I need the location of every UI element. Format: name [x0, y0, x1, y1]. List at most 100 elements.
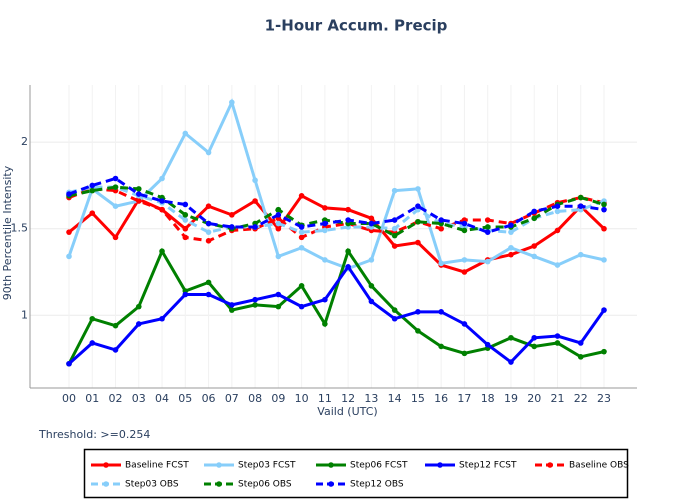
data-point	[391, 243, 398, 249]
data-point	[182, 291, 189, 298]
data-point	[275, 220, 282, 227]
data-point	[182, 234, 189, 241]
data-point	[205, 279, 212, 286]
data-point	[577, 194, 584, 201]
data-point	[135, 198, 142, 204]
x-tick-label: 13	[364, 392, 378, 405]
data-point	[508, 251, 514, 258]
data-point	[298, 303, 305, 310]
x-tick-label: 20	[527, 392, 541, 405]
data-point	[508, 229, 514, 235]
data-point	[601, 206, 607, 213]
data-point	[601, 307, 607, 313]
series-line	[67, 98, 605, 271]
data-point	[577, 203, 584, 209]
data-point	[554, 227, 561, 234]
data-point	[229, 99, 235, 106]
data-point	[229, 302, 235, 308]
series-line	[68, 176, 605, 234]
data-point	[275, 225, 282, 232]
data-point	[252, 198, 258, 204]
data-point	[112, 203, 119, 209]
x-tick-label: 01	[85, 392, 99, 405]
x-tick-label: 11	[318, 392, 332, 405]
series-line	[68, 185, 605, 234]
data-point	[438, 225, 444, 232]
y-tick-label: 1.5	[11, 222, 29, 235]
data-point	[345, 248, 351, 255]
data-point	[89, 182, 96, 189]
data-point	[415, 309, 421, 315]
data-point	[159, 198, 165, 204]
x-tick-label: 17	[457, 392, 471, 405]
annotation: Threshold: >=0.254	[38, 428, 150, 441]
data-point	[415, 239, 421, 246]
data-point	[275, 303, 282, 310]
data-point	[391, 307, 398, 313]
data-point	[298, 193, 305, 199]
data-point	[298, 224, 305, 230]
x-tick-label: 06	[202, 392, 216, 405]
legend-label: Step06 OBS	[238, 480, 292, 490]
chart-title: 1-Hour Accum. Precip	[265, 17, 448, 35]
legend-marker	[103, 462, 109, 468]
data-point	[205, 203, 212, 209]
data-point	[577, 340, 584, 346]
data-point	[438, 217, 444, 223]
x-tick-label: 23	[597, 392, 611, 405]
data-point	[391, 232, 398, 239]
data-point	[508, 359, 514, 365]
data-point	[205, 149, 212, 156]
x-tick-label: 05	[178, 392, 192, 405]
data-point	[345, 206, 351, 213]
data-point	[66, 253, 72, 260]
data-point	[415, 203, 421, 209]
data-point	[322, 257, 328, 263]
data-point	[508, 334, 514, 341]
data-point	[461, 269, 468, 275]
data-point	[275, 291, 282, 298]
x-tick-label: 22	[574, 392, 588, 405]
data-point	[252, 177, 258, 184]
data-point	[322, 321, 328, 327]
data-point	[601, 348, 607, 355]
legend-label: Step03 FCST	[238, 461, 296, 471]
data-point	[368, 220, 375, 227]
data-point	[298, 283, 305, 289]
x-tick-label: 03	[132, 392, 146, 405]
legend-marker	[547, 462, 553, 468]
x-tick-label: 12	[341, 392, 355, 405]
x-tick-label: 21	[550, 392, 564, 405]
data-point	[135, 321, 142, 327]
data-point	[438, 343, 444, 350]
data-point	[298, 234, 305, 241]
legend-marker	[216, 481, 222, 487]
data-point	[89, 315, 96, 322]
data-point	[182, 217, 189, 223]
data-point	[275, 206, 282, 213]
data-point	[415, 218, 421, 225]
legend-label: Baseline OBS	[569, 461, 629, 471]
legend-label: Step03 OBS	[125, 480, 179, 490]
data-point	[298, 244, 305, 251]
series-line	[68, 193, 606, 274]
data-point	[438, 309, 444, 315]
data-point	[89, 340, 96, 346]
data-point	[601, 225, 607, 232]
data-point	[461, 227, 468, 234]
data-point	[112, 175, 119, 182]
legend-label: Step12 OBS	[350, 480, 404, 490]
data-point	[159, 206, 165, 213]
data-point	[298, 229, 305, 235]
data-point	[89, 210, 96, 216]
data-point	[112, 347, 119, 353]
data-point	[182, 130, 189, 137]
legend-label: Step06 FCST	[350, 461, 408, 471]
data-point	[531, 208, 538, 215]
legend-box	[83, 448, 629, 499]
y-tick-label: 2	[21, 135, 28, 148]
data-point	[554, 203, 561, 209]
data-point	[415, 328, 421, 334]
data-point	[135, 186, 142, 192]
data-point	[182, 212, 189, 218]
